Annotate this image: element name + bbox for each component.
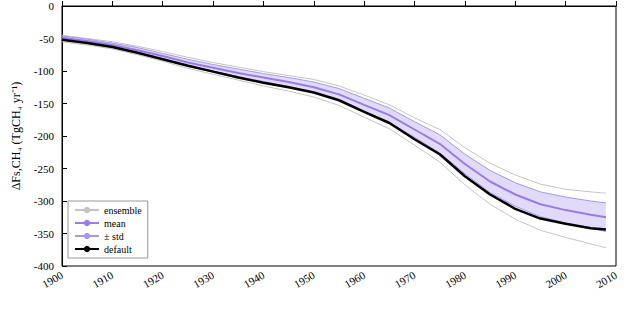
svg-text:-400: -400 [34,260,55,272]
svg-text:1910: 1910 [90,269,115,291]
svg-text:-300: -300 [34,195,55,207]
svg-text:ensemble: ensemble [104,205,142,216]
svg-text:-150: -150 [34,98,55,110]
svg-text:-350: -350 [34,228,55,240]
svg-text:2000: 2000 [544,269,569,291]
svg-text:1980: 1980 [443,269,468,291]
svg-text:-250: -250 [34,163,55,175]
svg-text:1920: 1920 [141,269,166,291]
svg-text:mean: mean [104,218,126,229]
svg-text:1950: 1950 [292,269,317,291]
svg-text:1990: 1990 [493,269,518,291]
svg-text:1940: 1940 [241,269,266,291]
svg-text:ΔFs,CH₄ (TgCH₄ yr⁻¹): ΔFs,CH₄ (TgCH₄ yr⁻¹) [9,82,23,191]
svg-text:1900: 1900 [40,269,65,291]
svg-text:-50: -50 [39,33,54,45]
svg-text:default: default [104,244,132,255]
svg-text:1930: 1930 [191,269,216,291]
svg-text:-200: -200 [34,130,55,142]
svg-text:1970: 1970 [393,269,418,291]
svg-text:1960: 1960 [342,269,367,291]
svg-text:± std: ± std [104,231,124,242]
svg-text:2010: 2010 [594,269,619,291]
svg-text:-100: -100 [34,65,55,77]
svg-text:0: 0 [49,0,55,12]
